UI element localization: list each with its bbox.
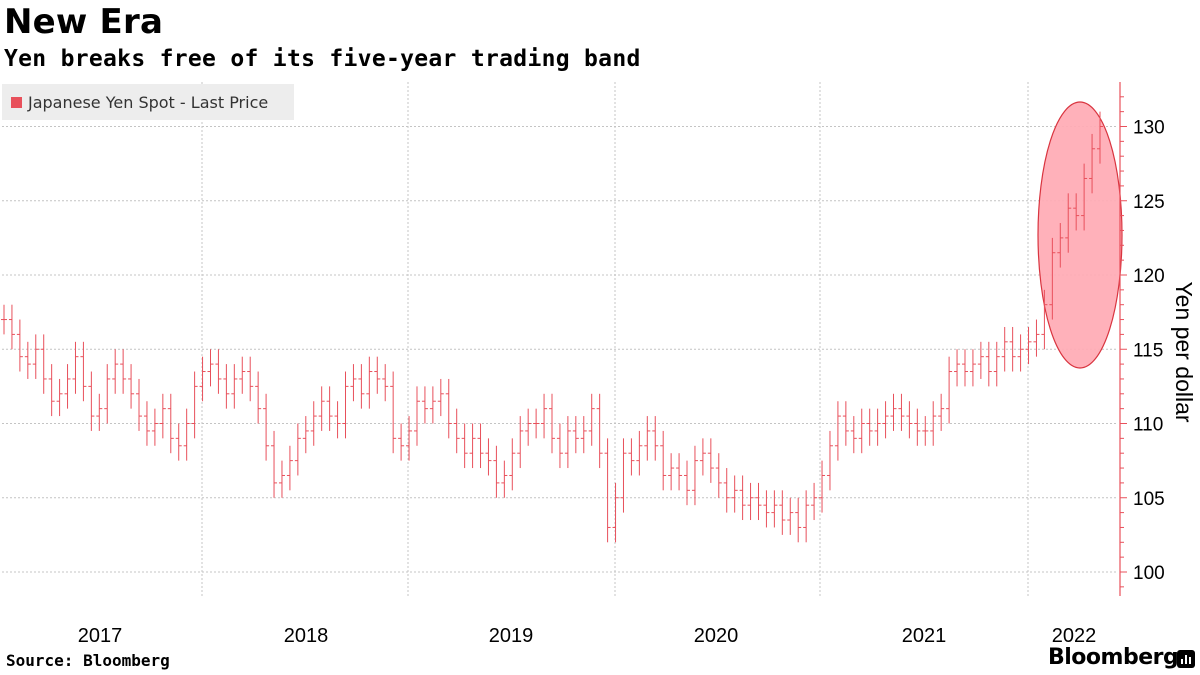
- x-ticks: 2017 2018 2019 2020 2021 2022: [78, 625, 1097, 647]
- chart-legend: Japanese Yen Spot - Last Price: [2, 84, 294, 120]
- chart-subtitle: Yen breaks free of its five-year trading…: [4, 46, 641, 72]
- y-tick-label: 105: [1133, 489, 1165, 510]
- x-tick-label: 2017: [78, 625, 123, 647]
- chart-title: New Era: [4, 2, 164, 42]
- price-bars: [1, 111, 1103, 543]
- x-tick-label: 2022: [1052, 625, 1097, 647]
- x-tick-label: 2018: [284, 625, 329, 647]
- y-ticks: 100 105 110 115 120 125 130: [1120, 96, 1165, 588]
- source-note: Source: Bloomberg: [6, 651, 170, 670]
- y-tick-label: 130: [1133, 118, 1165, 139]
- y-tick-label: 110: [1133, 415, 1163, 436]
- brand-logo-text: Bloomberg: [1048, 645, 1179, 670]
- y-tick-label: 100: [1133, 563, 1165, 584]
- x-tick-label: 2021: [902, 625, 947, 647]
- x-tick-label: 2019: [489, 625, 534, 647]
- x-tick-label: 2020: [694, 625, 739, 647]
- highlight-ellipse: [1037, 101, 1123, 369]
- y-tick-label: 115: [1133, 340, 1163, 361]
- y-tick-label: 120: [1133, 266, 1165, 287]
- legend-label: Japanese Yen Spot - Last Price: [28, 92, 269, 112]
- bloomberg-bars-icon: [1177, 650, 1195, 668]
- legend-swatch: [11, 96, 22, 108]
- y-tick-label: 125: [1133, 192, 1165, 213]
- grid-lines: [2, 82, 1118, 596]
- y-axis-label: Yen per dollar: [1171, 281, 1197, 422]
